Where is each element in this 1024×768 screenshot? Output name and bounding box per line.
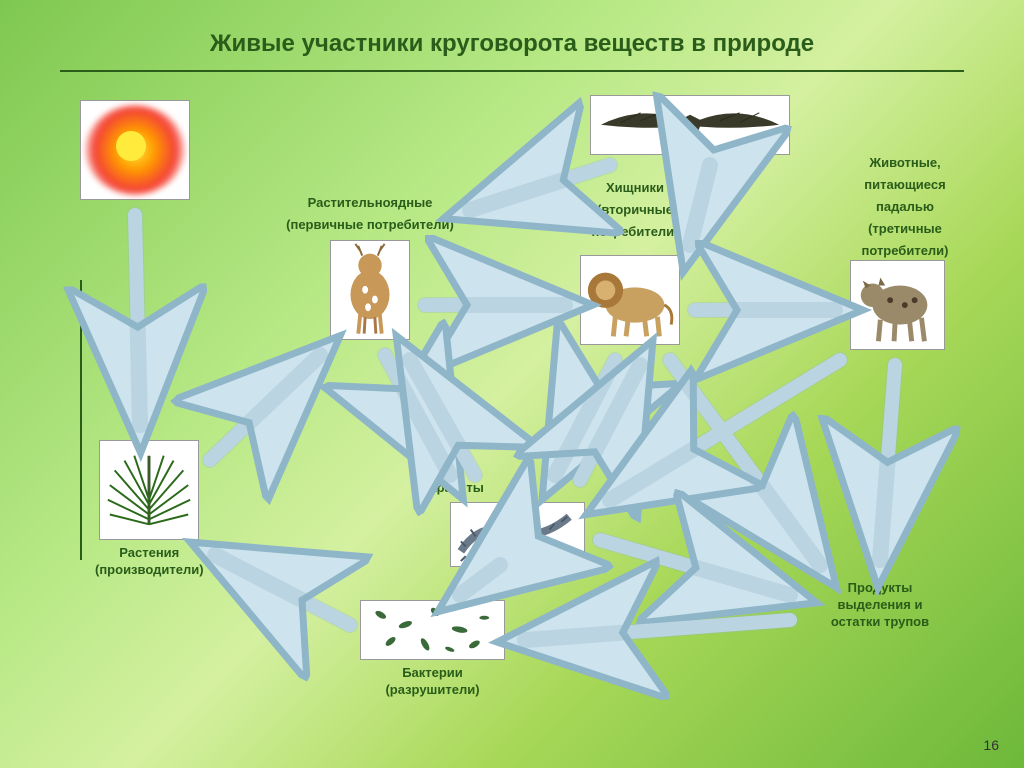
waste-label-node: Продукты выделения и остатки трупов bbox=[800, 580, 960, 631]
deer-icon bbox=[331, 241, 409, 339]
parasites-label: Паразиты bbox=[410, 480, 590, 497]
bacteria-node: Бактерии (разрушители) bbox=[360, 600, 505, 699]
predators-label3: потребители) bbox=[565, 224, 705, 241]
sun-core-icon bbox=[116, 131, 146, 161]
predators-label-node: Хищники (вторичные потребители) bbox=[565, 180, 705, 246]
bacteria-label2: (разрушители) bbox=[360, 682, 505, 699]
lion-node bbox=[580, 255, 680, 350]
waste-label2: выделения и bbox=[800, 597, 960, 614]
scavengers-label5: потребители) bbox=[830, 243, 980, 260]
scavengers-label4: (третичные bbox=[830, 221, 980, 238]
plant-label2: (производители) bbox=[95, 562, 204, 579]
predators-label2: (вторичные bbox=[565, 202, 705, 219]
bacteria-label1: Бактерии bbox=[360, 665, 505, 682]
title-underline bbox=[60, 70, 964, 72]
scavengers-label-node: Животные, питающиеся падалью (третичные … bbox=[830, 155, 980, 264]
herbivores-label1: Растительноядные bbox=[260, 195, 480, 212]
herbivores-label2: (первичные потребители) bbox=[260, 217, 480, 234]
waste-label3: остатки трупов bbox=[800, 614, 960, 631]
bacteria-icon bbox=[361, 600, 504, 659]
plant-node: Растения (производители) bbox=[95, 440, 204, 579]
sun-node bbox=[80, 100, 190, 205]
scavengers-label3: падалью bbox=[830, 199, 980, 216]
lion-icon bbox=[581, 256, 679, 344]
parasites-node: Паразиты bbox=[410, 480, 590, 572]
waste-label1: Продукты bbox=[800, 580, 960, 597]
predators-label1: Хищники bbox=[565, 180, 705, 197]
parasites-icon bbox=[451, 502, 584, 566]
scavengers-label2: питающиеся bbox=[830, 177, 980, 194]
eagle-node bbox=[590, 95, 790, 160]
page-number: 16 bbox=[983, 737, 999, 753]
herbivores-label-node: Растительноядные (первичные потребители) bbox=[260, 195, 480, 239]
page-title: Живые участники круговорота веществ в пр… bbox=[0, 30, 1024, 58]
eagle-icon bbox=[591, 95, 789, 154]
side-divider bbox=[80, 280, 82, 560]
deer-node bbox=[330, 240, 410, 345]
plant-label1: Растения bbox=[95, 545, 204, 562]
scavengers-label1: Животные, bbox=[830, 155, 980, 172]
hyena-icon bbox=[851, 261, 944, 349]
plant-icon bbox=[100, 441, 198, 539]
hyena-node bbox=[850, 260, 945, 355]
